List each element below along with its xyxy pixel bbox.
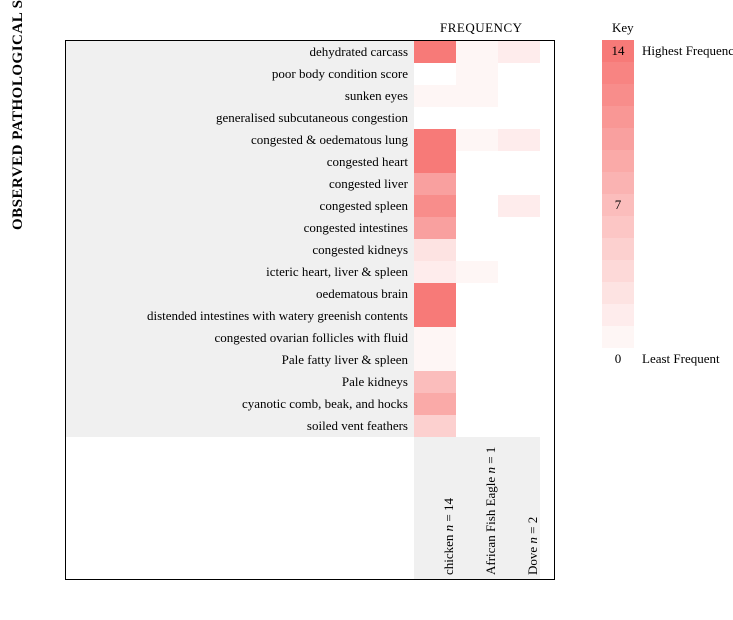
row-label: congested spleen bbox=[68, 195, 408, 217]
legend-cell bbox=[602, 282, 634, 304]
heat-cell bbox=[414, 129, 456, 151]
row-label: congested intestines bbox=[68, 217, 408, 239]
legend-tick-value: 14 bbox=[608, 43, 628, 59]
heat-cell bbox=[414, 283, 456, 305]
legend-cell bbox=[602, 238, 634, 260]
heat-cell bbox=[498, 195, 540, 217]
heat-cell bbox=[498, 107, 540, 129]
legend-cell bbox=[602, 216, 634, 238]
legend-cell bbox=[602, 62, 634, 84]
legend-tick-value: 0 bbox=[608, 351, 628, 367]
heat-cell bbox=[456, 283, 498, 305]
heat-cell bbox=[414, 239, 456, 261]
column-label: Dove n = 2 bbox=[525, 435, 541, 575]
heat-cell bbox=[414, 173, 456, 195]
heat-cell bbox=[414, 195, 456, 217]
column-labels-panel bbox=[414, 437, 540, 579]
column-label: African Fish Eagle n = 1 bbox=[483, 435, 499, 575]
y-axis-title: OBSERVED PATHOLOGICAL SIGNS bbox=[10, 0, 27, 230]
heat-cell bbox=[456, 327, 498, 349]
legend-tick-desc: Highest Frequency bbox=[642, 43, 733, 59]
heat-cell bbox=[498, 173, 540, 195]
heat-cell bbox=[498, 283, 540, 305]
row-label: dehydrated carcass bbox=[68, 41, 408, 63]
heat-cell bbox=[498, 63, 540, 85]
heat-cell bbox=[414, 85, 456, 107]
heat-cell bbox=[456, 217, 498, 239]
heat-cell bbox=[456, 371, 498, 393]
heat-cell bbox=[414, 305, 456, 327]
heat-cell bbox=[456, 239, 498, 261]
heat-cell bbox=[414, 261, 456, 283]
heat-cell bbox=[498, 217, 540, 239]
x-axis-title: FREQUENCY bbox=[440, 20, 523, 36]
heat-cell bbox=[414, 327, 456, 349]
heat-cell bbox=[498, 151, 540, 173]
row-label: distended intestines with watery greenis… bbox=[68, 305, 408, 327]
heat-cell bbox=[498, 239, 540, 261]
row-label: congested & oedematous lung bbox=[68, 129, 408, 151]
row-label: poor body condition score bbox=[68, 63, 408, 85]
legend-cell bbox=[602, 150, 634, 172]
row-label: cyanotic comb, beak, and hocks bbox=[68, 393, 408, 415]
heat-cell bbox=[414, 349, 456, 371]
heat-cell bbox=[498, 305, 540, 327]
legend-cell bbox=[602, 106, 634, 128]
row-label: generalised subcutaneous congestion bbox=[68, 107, 408, 129]
heat-cell bbox=[456, 305, 498, 327]
row-label: Pale kidneys bbox=[68, 371, 408, 393]
row-label: congested heart bbox=[68, 151, 408, 173]
legend-cell bbox=[602, 172, 634, 194]
row-label: Pale fatty liver & spleen bbox=[68, 349, 408, 371]
heat-cell bbox=[456, 173, 498, 195]
heat-cell bbox=[414, 151, 456, 173]
heat-cell bbox=[414, 217, 456, 239]
heat-cell bbox=[456, 261, 498, 283]
heat-cell bbox=[414, 107, 456, 129]
heatmap-chart: OBSERVED PATHOLOGICAL SIGNS FREQUENCY Ke… bbox=[20, 20, 713, 600]
row-label: congested kidneys bbox=[68, 239, 408, 261]
legend-cell bbox=[602, 304, 634, 326]
heat-cell bbox=[498, 349, 540, 371]
row-label: congested ovarian follicles with fluid bbox=[68, 327, 408, 349]
legend-cell bbox=[602, 84, 634, 106]
heat-cell bbox=[414, 393, 456, 415]
heat-cell bbox=[456, 107, 498, 129]
heat-cell bbox=[498, 393, 540, 415]
heat-cell bbox=[456, 85, 498, 107]
plot-area: dehydrated carcasspoor body condition sc… bbox=[65, 40, 555, 580]
legend-tick-value: 7 bbox=[608, 197, 628, 213]
row-label: oedematous brain bbox=[68, 283, 408, 305]
row-labels-panel: dehydrated carcasspoor body condition sc… bbox=[66, 41, 414, 437]
legend-cell bbox=[602, 260, 634, 282]
heat-cell bbox=[456, 415, 498, 437]
heat-cell bbox=[498, 129, 540, 151]
legend-cell bbox=[602, 128, 634, 150]
heat-cell bbox=[414, 41, 456, 63]
heat-cell bbox=[498, 415, 540, 437]
heat-cell bbox=[456, 129, 498, 151]
heat-cell bbox=[414, 371, 456, 393]
heat-cell bbox=[498, 327, 540, 349]
heat-cell bbox=[498, 85, 540, 107]
row-label: congested liver bbox=[68, 173, 408, 195]
legend-cell bbox=[602, 326, 634, 348]
legend-tick-desc: Least Frequent bbox=[642, 351, 720, 367]
heat-cell bbox=[414, 63, 456, 85]
row-label: soiled vent feathers bbox=[68, 415, 408, 437]
heat-cell bbox=[456, 349, 498, 371]
heat-cell bbox=[456, 151, 498, 173]
heat-cell bbox=[456, 195, 498, 217]
legend-title: Key bbox=[612, 20, 634, 36]
heat-cell bbox=[456, 41, 498, 63]
heat-cell bbox=[456, 63, 498, 85]
heat-cell bbox=[414, 415, 456, 437]
column-label: chicken n = 14 bbox=[441, 435, 457, 575]
heat-cell bbox=[498, 371, 540, 393]
row-label: sunken eyes bbox=[68, 85, 408, 107]
row-label: icteric heart, liver & spleen bbox=[68, 261, 408, 283]
heat-cell bbox=[498, 41, 540, 63]
heat-cell bbox=[456, 393, 498, 415]
heat-cell bbox=[498, 261, 540, 283]
